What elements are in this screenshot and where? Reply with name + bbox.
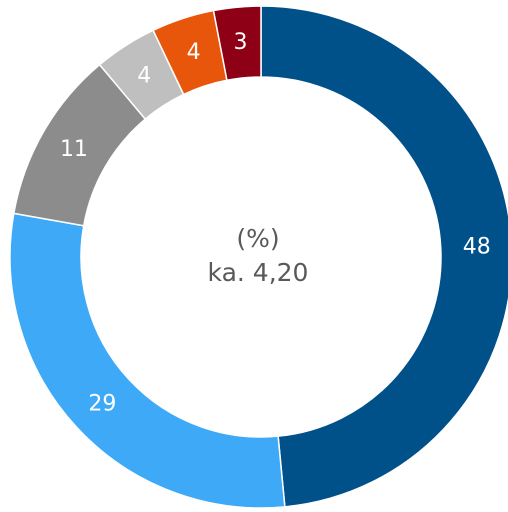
slice-label: 3	[233, 30, 247, 55]
donut-slice	[9, 212, 286, 509]
donut-slice	[212, 5, 262, 82]
slice-label: 48	[463, 235, 491, 260]
slice-label: 11	[60, 137, 88, 162]
slice-label: 29	[88, 392, 116, 417]
center-subtitle: (%)	[236, 224, 279, 253]
slice-label: 4	[187, 40, 201, 65]
slice-label: 4	[137, 63, 151, 88]
center-annotation: ka. 4,20	[208, 258, 309, 287]
donut-slice	[260, 5, 508, 508]
